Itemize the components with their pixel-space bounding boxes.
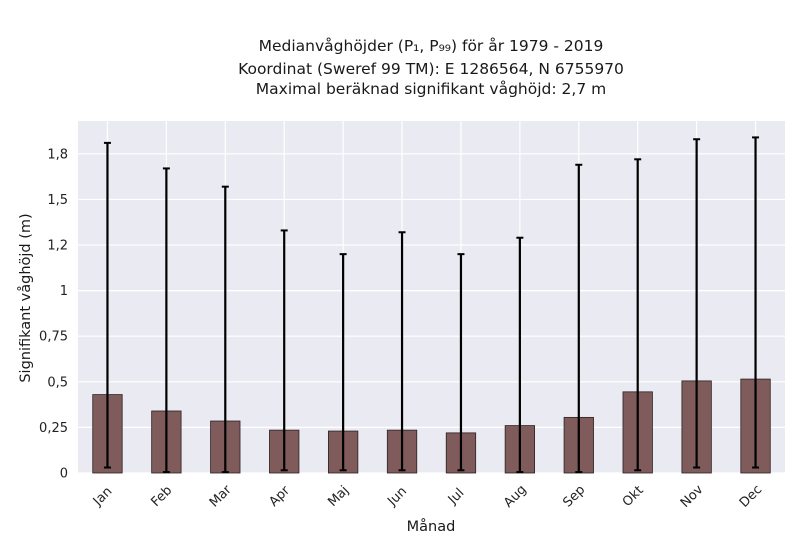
y-tick-label: 0,25 xyxy=(39,421,68,436)
errorbar-sep xyxy=(575,163,583,474)
errorbar-nov xyxy=(693,138,701,469)
y-tick-label: 1,2 xyxy=(47,239,68,254)
error-bars xyxy=(103,136,760,474)
x-tick-label-jan: Jan xyxy=(90,484,115,509)
x-axis-ticks: Jan Feb Mar Apr Maj Jun Jul Aug Sep Okt Nov Dec xyxy=(90,482,765,511)
chart-title-line-3: Maximal beräknad signifikant våghöjd: 2,… xyxy=(256,80,606,98)
errorbar-feb xyxy=(162,167,170,474)
errorbar-aug xyxy=(516,236,524,474)
errorbar-apr xyxy=(280,229,288,472)
x-tick-label-feb: Feb xyxy=(148,483,175,510)
x-tick-label-apr: Apr xyxy=(266,483,293,510)
errorbar-jun xyxy=(398,231,406,472)
x-tick-label-aug: Aug xyxy=(501,482,530,511)
y-axis-ticks: 0 0,25 0,5 0,75 1 1,2 1,5 1,8 xyxy=(39,147,68,481)
x-tick-label-dec: Dec xyxy=(737,482,765,510)
x-tick-label-jun: Jun xyxy=(384,484,410,510)
plot-area xyxy=(78,121,785,473)
chart-title-line-2: Koordinat (Sweref 99 TM): E 1286564, N 6… xyxy=(238,60,624,78)
errorbar-dec xyxy=(752,136,760,469)
y-tick-label: 1 xyxy=(60,284,68,299)
errorbar-okt xyxy=(634,158,642,472)
x-tick-label-nov: Nov xyxy=(678,482,707,511)
x-tick-label-sep: Sep xyxy=(560,483,588,511)
errorbar-jul xyxy=(457,253,465,472)
y-tick-label: 1,8 xyxy=(47,147,68,162)
y-tick-label: 0,75 xyxy=(39,330,68,345)
x-tick-label-maj: Maj xyxy=(325,483,352,510)
x-axis-label: Månad xyxy=(407,518,456,535)
x-tick-label-okt: Okt xyxy=(620,483,647,510)
errorbar-maj xyxy=(339,253,347,472)
y-axis-label: Signifikant våghöjd (m) xyxy=(17,213,34,382)
x-tick-label-mar: Mar xyxy=(207,482,235,510)
chart-title-line-1: Medianvåghöjder (P₁, P₉₉) för år 1979 - … xyxy=(259,37,604,55)
errorbar-jan xyxy=(103,141,111,469)
y-tick-label: 0,5 xyxy=(47,375,68,390)
x-tick-label-jul: Jul xyxy=(445,486,467,508)
errorbar-mar xyxy=(221,185,229,474)
y-tick-label: 1,5 xyxy=(47,193,68,208)
y-tick-label: 0 xyxy=(60,467,68,482)
